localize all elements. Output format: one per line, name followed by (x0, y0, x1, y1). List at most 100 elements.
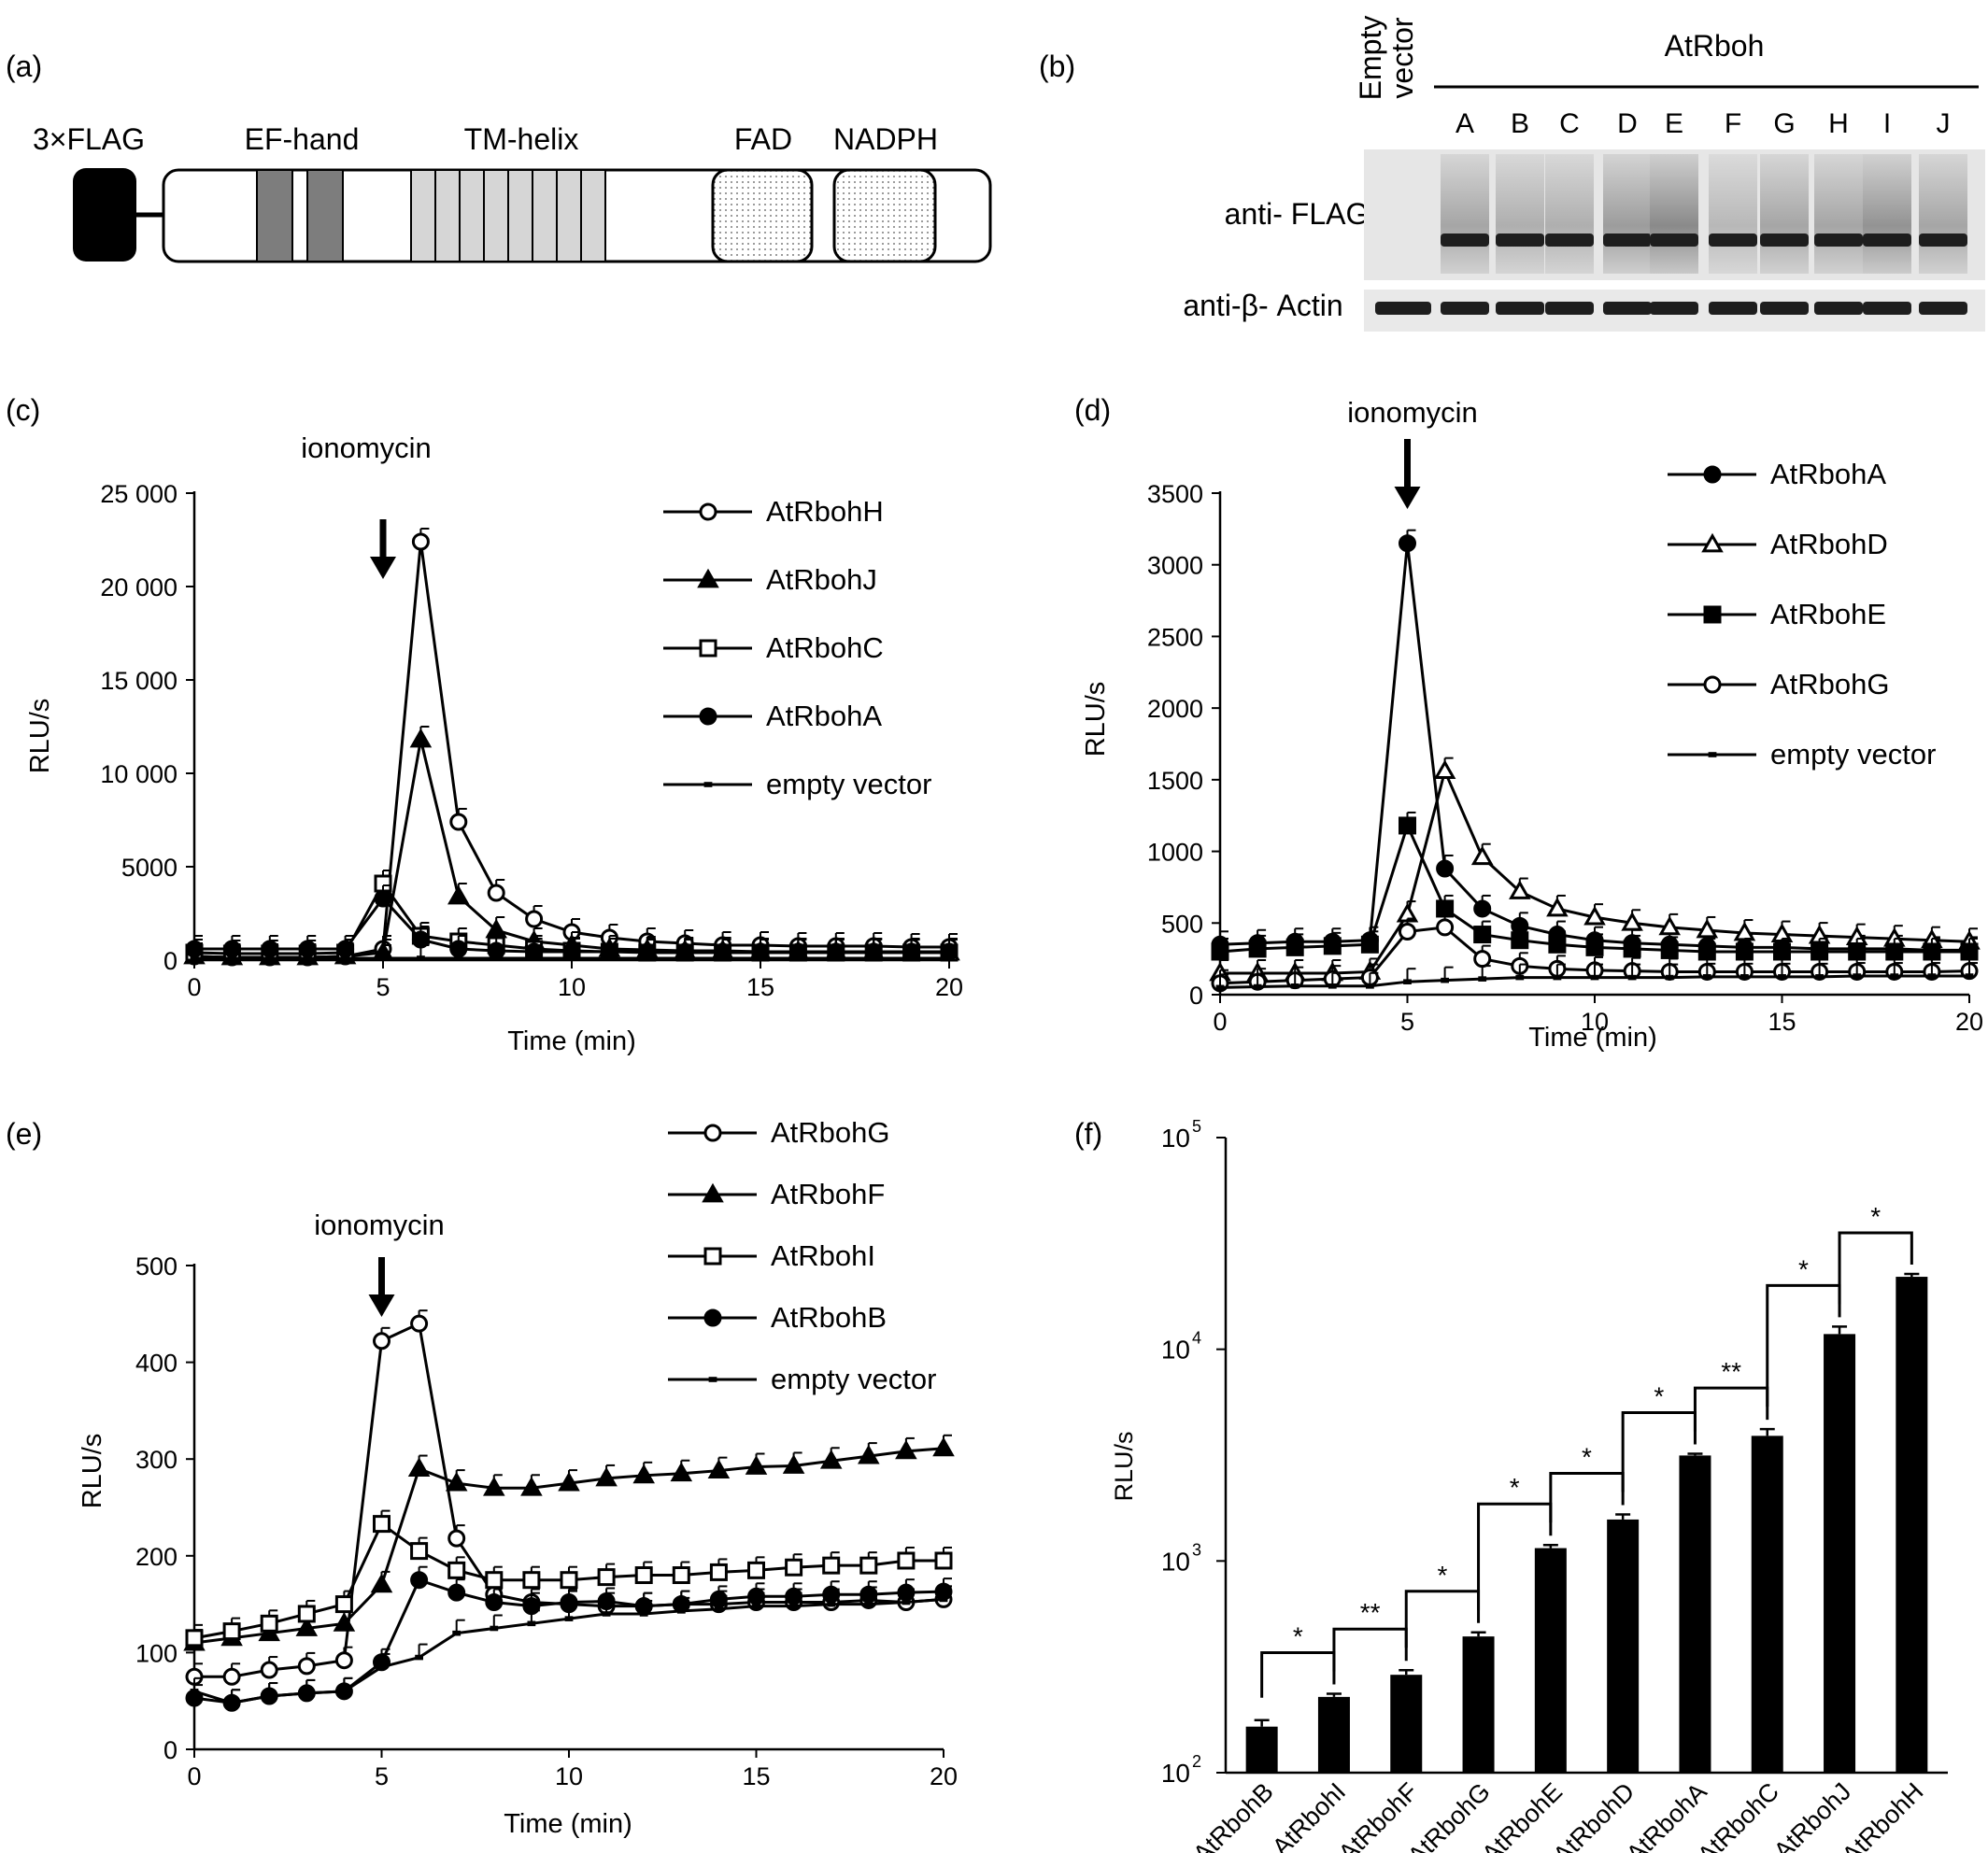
flag-tag-box (73, 168, 136, 262)
lane-label-c: C (1559, 108, 1580, 139)
point-empty-vector (491, 955, 501, 961)
point-atrbohe (1623, 940, 1641, 958)
series-empty-vector (190, 944, 958, 961)
point-empty-vector (907, 955, 916, 961)
legend-item-atrbohi: AtRbohI (668, 1239, 875, 1272)
legend-label: AtRbohA (1770, 458, 1886, 490)
y-tick-label: 0 (163, 1736, 178, 1764)
point-atrbohe (1923, 942, 1941, 961)
tm-helix-7 (556, 169, 582, 262)
legend-marker (1708, 752, 1717, 757)
point-atrbohf (707, 1459, 731, 1479)
flag-band-lane-d (1603, 233, 1652, 247)
point-empty-vector (1215, 984, 1225, 991)
flag-band-lane-i (1863, 233, 1911, 247)
empty-vector-label-line2: vector (1385, 17, 1419, 98)
point-empty-vector (1253, 983, 1262, 990)
chart-f-ylabel: RLU/s (1110, 1431, 1138, 1501)
point-atrbohj (447, 884, 470, 905)
actin-band-lane-c (1545, 302, 1594, 315)
ionomycin-arrow-head (1394, 487, 1421, 509)
point-atrbohi (859, 1556, 878, 1575)
legend-label: empty vector (771, 1363, 936, 1395)
point-empty-vector (1553, 974, 1562, 981)
point-atrbohd (1621, 912, 1643, 931)
significance-bracket (1332, 1627, 1408, 1672)
flag-band-lane-j (1919, 233, 1967, 247)
legend-item-atrbohg: AtRbohG (1668, 668, 1890, 700)
point-empty-vector (639, 1611, 648, 1617)
legend-label: AtRbohE (1770, 598, 1886, 630)
point-atrbohi (747, 1561, 765, 1579)
point-atrbohf (632, 1464, 655, 1484)
legend-label: AtRbohD (1770, 528, 1888, 560)
point-empty-vector (794, 955, 802, 961)
flag-tag-label: 3×FLAG (33, 122, 145, 156)
point-empty-vector (1665, 974, 1674, 981)
legend-label: AtRbohB (771, 1301, 887, 1334)
lane-label-g: G (1773, 108, 1795, 139)
significance-label: * (1437, 1561, 1447, 1590)
flag-smear-lane-e (1650, 154, 1698, 274)
actin-band-lane-f (1709, 302, 1757, 315)
y-tick-label: 10 (1161, 1547, 1190, 1576)
significance-label: ** (1360, 1598, 1381, 1627)
lane-label-h: H (1828, 108, 1849, 139)
legend-marker (1703, 605, 1722, 624)
point-atrbohf (295, 1617, 319, 1636)
legend-marker (1703, 465, 1722, 484)
point-empty-vector (265, 955, 275, 961)
x-tick-label: 15 (746, 973, 774, 1001)
actin-band-lane-d (1603, 302, 1652, 315)
point-atrbohg (260, 1661, 278, 1679)
point-atrboha (1399, 534, 1416, 553)
ef-hand-label: EF-hand (245, 122, 360, 156)
lane-label-f: F (1725, 108, 1741, 139)
point-atrboha (374, 889, 392, 908)
point-atrbohd (1658, 915, 1681, 936)
chart-d-ylabel: RLU/s (1081, 682, 1111, 757)
flag-smear-lane-i (1863, 154, 1911, 274)
point-empty-vector (564, 1616, 574, 1621)
legend-item-atrboha: AtRbohA (1668, 458, 1886, 490)
point-empty-vector (227, 1700, 236, 1706)
point-empty-vector (605, 955, 614, 961)
point-empty-vector (1853, 973, 1862, 979)
y-tick-label: 10 (1161, 1124, 1190, 1153)
bar-atrbohj (1824, 1334, 1856, 1773)
point-empty-vector (1778, 974, 1786, 980)
panel-e-label: (e) (6, 1117, 42, 1151)
y-tick-label: 25 000 (100, 480, 178, 508)
point-atrbohf (370, 1573, 393, 1593)
significance-label: * (1582, 1442, 1592, 1471)
point-atrbohg (373, 1332, 390, 1351)
point-empty-vector (752, 1603, 760, 1609)
lane-label-b: B (1511, 108, 1529, 139)
legend-item-atrbohc: AtRbohC (663, 631, 884, 664)
panel-f-label: (f) (1074, 1117, 1102, 1151)
x-tick-label-atrbohc: AtRbohC (1692, 1777, 1784, 1853)
significance-label: * (1654, 1382, 1664, 1411)
ionomycin-arrow-head (370, 557, 396, 579)
actin-band-lane-h (1814, 302, 1863, 315)
y-tick-label: 10 (1161, 1759, 1190, 1788)
point-empty-vector (789, 1603, 798, 1609)
lane-label-j: J (1937, 108, 1951, 139)
point-atrbohd (1696, 918, 1719, 939)
flag-band-lane-c (1545, 233, 1594, 247)
point-empty-vector (1328, 983, 1337, 989)
legend-item-empty-vector: empty vector (1668, 738, 1936, 771)
point-atrbohg (1436, 918, 1455, 937)
flag-band-lane-h (1814, 233, 1863, 247)
bar-atrbohi (1317, 1696, 1350, 1773)
tm-helix-3 (459, 169, 485, 262)
x-tick-label-atrboha: AtRbohA (1621, 1777, 1712, 1853)
anti-flag-label: anti- FLAG (1225, 197, 1370, 231)
point-empty-vector (1590, 974, 1599, 981)
actin-band-lane-a (1441, 302, 1489, 315)
panel-a-label: (a) (6, 50, 42, 83)
tm-helix-4 (483, 169, 509, 262)
legend-item-atrbohb: AtRbohB (668, 1301, 887, 1334)
point-atrbohe (1697, 942, 1716, 961)
point-atrbohe (1473, 926, 1492, 944)
